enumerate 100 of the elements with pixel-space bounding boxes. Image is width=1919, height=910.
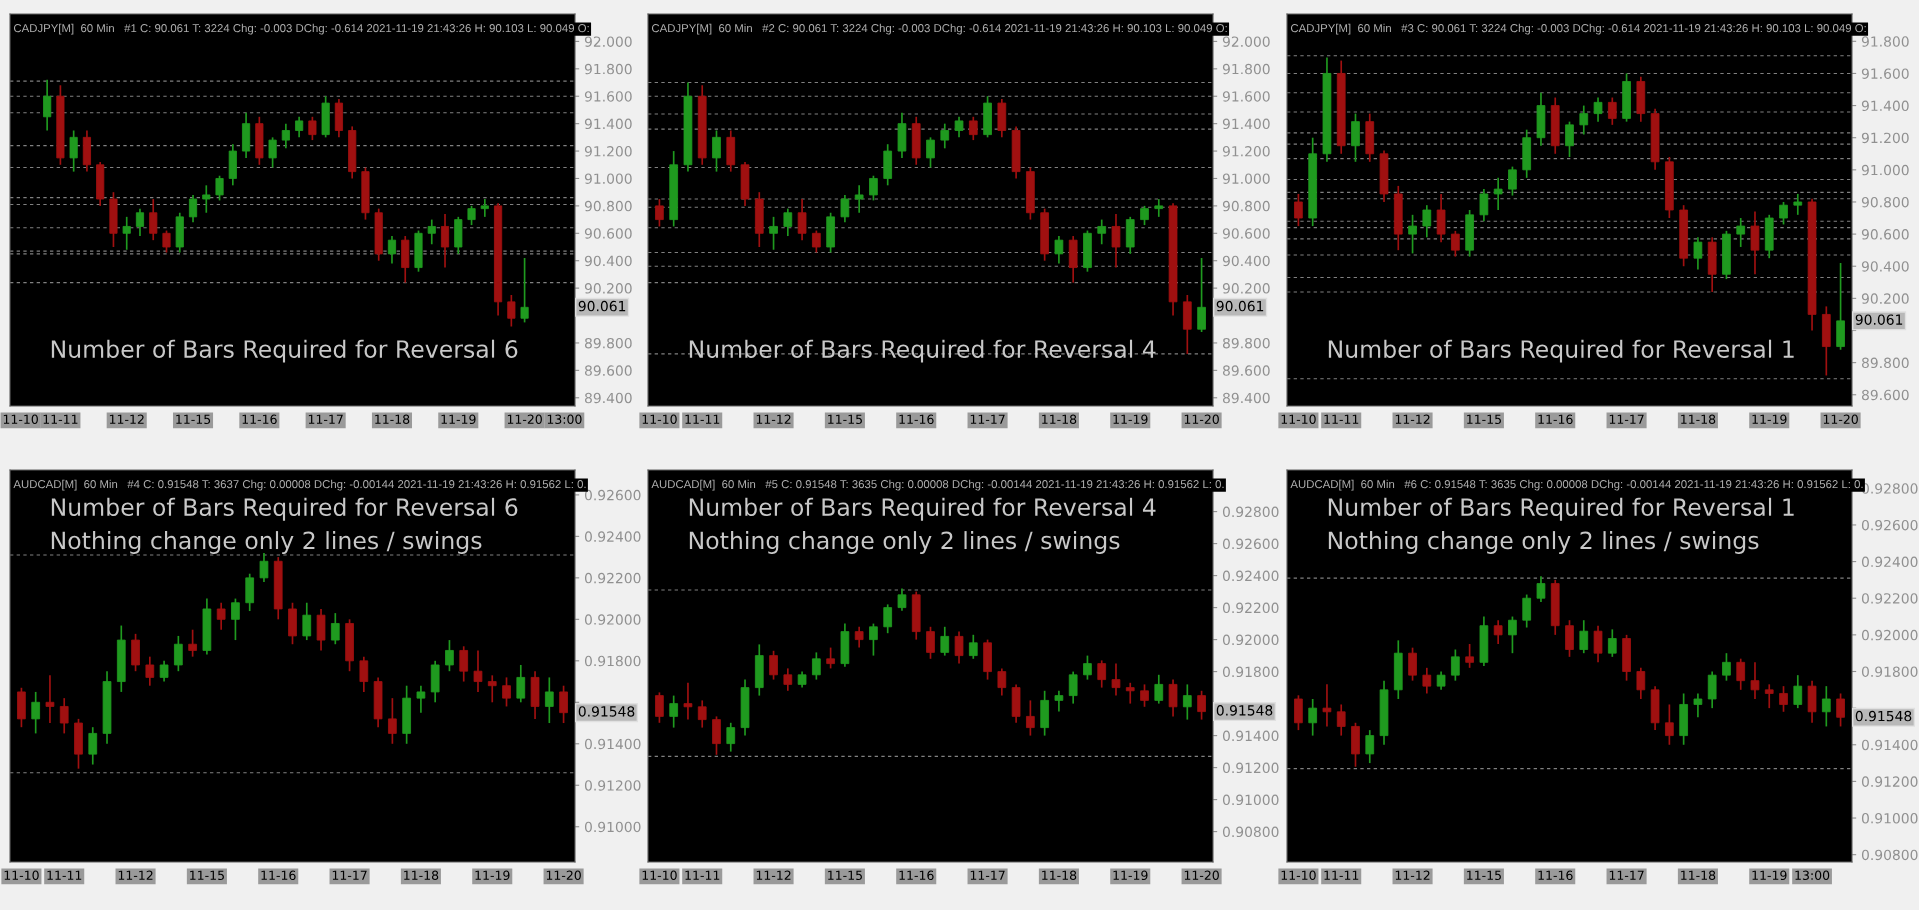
candlestick — [1465, 643, 1474, 669]
candlestick — [188, 628, 197, 658]
y-tick-label: 0.92400 — [584, 531, 641, 542]
candlestick — [968, 115, 978, 141]
x-tick-label: 11-18 — [1042, 870, 1077, 881]
candlestick — [1322, 683, 1332, 728]
candlestick — [1793, 193, 1803, 216]
annotation: Number of Bars Required for Reversal 1 — [1328, 497, 1794, 521]
x-tick-label: 11-20 — [1823, 414, 1858, 425]
candlestick — [359, 655, 369, 693]
candlestick — [88, 726, 98, 766]
candlestick — [440, 213, 450, 269]
y-tick-label: 90.600 — [584, 228, 632, 239]
candlestick — [1707, 670, 1717, 709]
y-tick-label: 0.92000 — [1222, 634, 1279, 646]
candlestick — [1821, 685, 1831, 728]
y-tick-label: 90.600 — [1222, 228, 1270, 239]
candlestick — [480, 198, 489, 218]
candlestick — [1054, 689, 1064, 713]
x-tick-label: 11-12 — [756, 414, 791, 424]
candlestick — [162, 229, 171, 254]
x-tick-label: 11-16 — [261, 870, 296, 881]
y-tick-label: 0.90800 — [1861, 849, 1918, 861]
annotation: Nothing change only 2 lines / swings — [1328, 531, 1759, 554]
y-tick-label: 0.92600 — [1861, 519, 1918, 531]
annotation: Nothing change only 2 lines / swings — [51, 531, 482, 554]
candlestick — [387, 235, 397, 265]
candlestick — [502, 676, 511, 708]
candlestick — [1125, 681, 1135, 705]
y-tick-label: 91.600 — [1861, 68, 1909, 79]
candlestick — [1154, 198, 1164, 218]
candlestick — [59, 697, 69, 735]
candlestick — [1168, 678, 1178, 718]
annotation: Number of Bars Required for Reversal 1 — [1328, 339, 1794, 363]
candlestick — [826, 646, 835, 670]
candlestick — [940, 625, 950, 657]
y-tick-label: 90.200 — [1222, 283, 1270, 294]
x-tick-label: 11-12 — [756, 870, 791, 880]
y-tick-label: 91.000 — [1222, 173, 1270, 184]
y-tick-label: 90.800 — [584, 200, 632, 212]
y-tick-label: 0.91200 — [1861, 776, 1918, 787]
candlestick — [122, 216, 131, 251]
x-tick-label: 13:00 — [547, 414, 582, 425]
annotation: Number of Bars Required for Reversal 6 — [51, 497, 518, 521]
candlestick — [1294, 694, 1303, 731]
y-tick-label: 0.92600 — [584, 489, 641, 501]
x-tick-label: 11-10 — [1281, 870, 1316, 881]
x-tick-label: 11-19 — [475, 870, 510, 881]
candlestick — [1140, 683, 1149, 708]
x-tick-label: 11-15 — [828, 870, 862, 881]
x-tick-label: 11-11 — [43, 414, 78, 424]
y-tick-label: 0.92200 — [584, 572, 641, 584]
candlestick — [202, 184, 211, 214]
candlestick — [69, 129, 78, 173]
candlestick — [1493, 619, 1503, 645]
x-tick-label: 11-18 — [1681, 414, 1716, 425]
y-tick-label: 90.400 — [1861, 261, 1909, 272]
candlestick — [712, 129, 721, 173]
candlestick — [416, 684, 426, 714]
candlestick — [231, 597, 240, 641]
candlestick — [1336, 703, 1346, 737]
y-tick-label: 89.800 — [1222, 337, 1270, 349]
y-tick-label: 0.91400 — [584, 738, 641, 750]
candlestick — [1308, 698, 1318, 737]
x-tick-label: 11-12 — [118, 870, 153, 880]
x-tick-label: 11-20 — [507, 414, 542, 425]
y-tick-label: 92.000 — [1222, 36, 1270, 47]
candlestick — [1607, 628, 1617, 658]
candlestick — [330, 612, 340, 646]
candlestick — [769, 649, 778, 681]
text: CADJPY[M] 60 Min #1 C: 90.061 T: 3224 Chg: -0.003 DChg: -0.614 2021-11-19 21:43:26 H: 90.103 L: 90.049 O: — [13, 23, 589, 35]
candlestick — [1097, 659, 1107, 689]
candlestick — [1422, 204, 1432, 239]
x-tick-label: 11-17 — [970, 414, 1005, 424]
candlestick — [149, 198, 158, 241]
candlestick — [1508, 615, 1517, 655]
candlestick — [1493, 177, 1503, 211]
x-tick-label: 11-18 — [1681, 870, 1716, 881]
y-tick-label: 0.92600 — [1222, 538, 1279, 550]
candlestick — [683, 681, 693, 721]
candlestick — [1508, 165, 1517, 197]
candlestick — [812, 229, 821, 254]
candlestick — [1736, 217, 1746, 248]
candlestick — [1365, 729, 1375, 764]
candlestick — [188, 194, 198, 224]
candlestick — [726, 721, 736, 753]
candlestick — [1636, 666, 1646, 700]
y-tick-label: 90.400 — [584, 255, 632, 267]
y-tick-label: 90.600 — [1861, 229, 1909, 240]
candlestick — [31, 691, 41, 735]
x-tick-label: 11-10 — [3, 414, 38, 425]
y-tick-label: 0.91800 — [1861, 666, 1918, 677]
candlestick — [1083, 654, 1092, 681]
candlestick — [783, 207, 793, 237]
candlestick — [1408, 213, 1417, 255]
candlestick — [1294, 193, 1303, 227]
x-tick-label: 11-12 — [109, 414, 144, 424]
candlestick — [259, 552, 269, 583]
y-tick-label: 89.400 — [584, 392, 632, 404]
text: 0.91548 — [578, 706, 635, 717]
